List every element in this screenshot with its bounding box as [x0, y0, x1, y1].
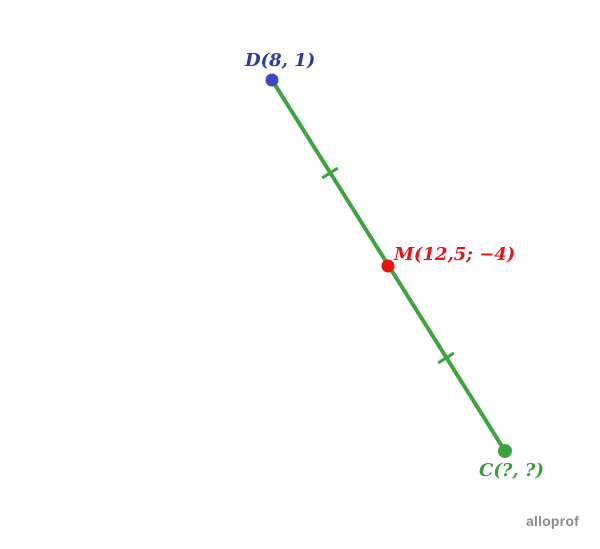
point-d-label: D(8, 1): [245, 50, 316, 71]
equal-part-tick-upper: [321, 167, 339, 179]
equal-part-tick-lower: [437, 352, 455, 364]
midpoint-m-label: M(12,5; −4): [394, 244, 516, 265]
point-c-label: C(?, ?): [479, 460, 544, 481]
alloprof-watermark: alloprof: [526, 513, 579, 529]
midpoint-m-dot: [381, 259, 395, 273]
point-d-dot: [265, 73, 279, 87]
point-c-dot: [498, 444, 512, 458]
